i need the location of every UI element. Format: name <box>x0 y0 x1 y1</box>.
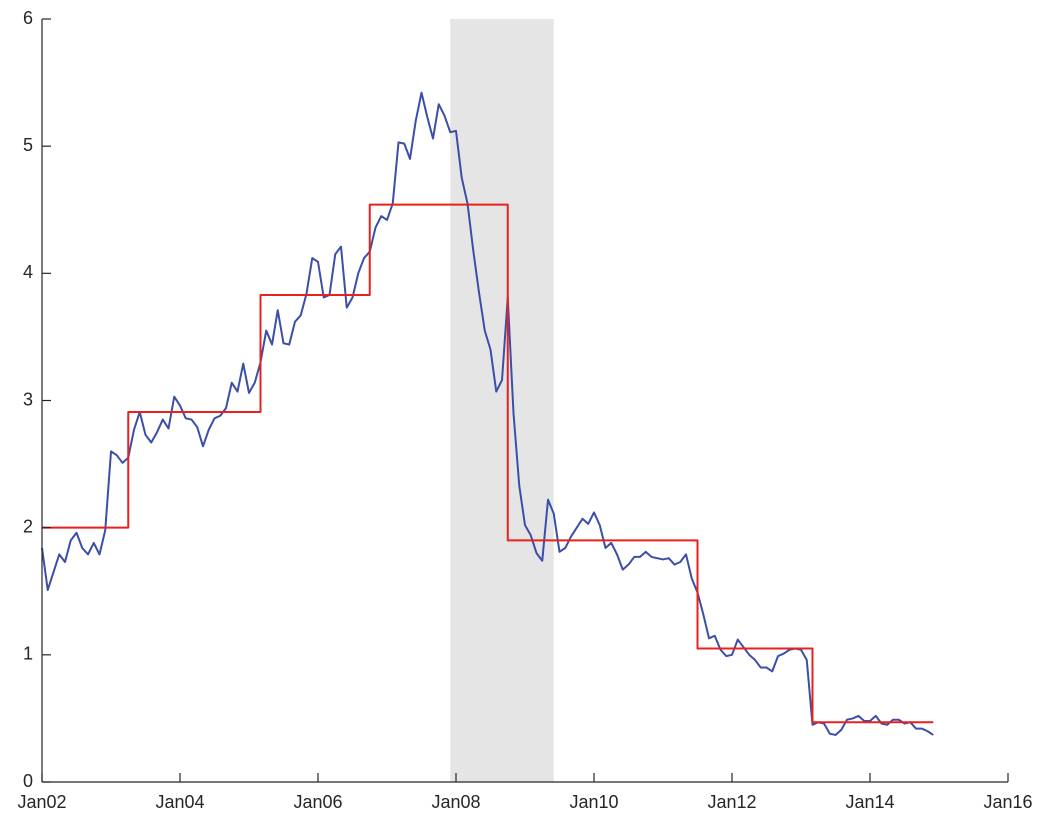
y-tick-label: 6 <box>23 8 33 28</box>
x-tick-label: Jan04 <box>155 792 204 812</box>
y-tick-label: 0 <box>23 771 33 791</box>
y-tick-label: 2 <box>23 516 33 536</box>
y-tick-label: 4 <box>23 262 33 282</box>
x-tick-label: Jan08 <box>431 792 480 812</box>
y-tick-label: 3 <box>23 389 33 409</box>
y-tick-label: 5 <box>23 135 33 155</box>
shaded-region <box>450 19 554 782</box>
series-line <box>41 91 934 736</box>
x-tick-label: Jan12 <box>707 792 756 812</box>
x-tick-label: Jan02 <box>17 792 66 812</box>
x-tick-label: Jan16 <box>983 792 1032 812</box>
x-tick-label: Jan10 <box>569 792 618 812</box>
series-line <box>42 203 934 724</box>
y-tick-label: 1 <box>23 644 33 664</box>
x-tick-label: Jan14 <box>845 792 894 812</box>
x-tick-label: Jan06 <box>293 792 342 812</box>
